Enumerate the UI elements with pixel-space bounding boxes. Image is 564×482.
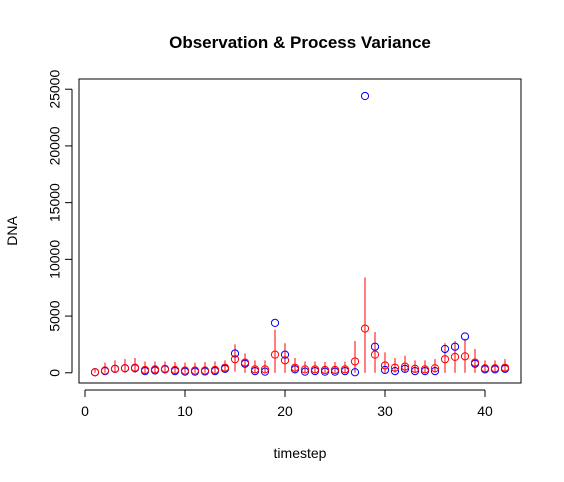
y-axis: 0 5000 10000 15000 20000 25000 xyxy=(47,70,73,377)
observed-point xyxy=(450,342,460,351)
x-tick-label: 40 xyxy=(477,403,493,419)
observed-point xyxy=(360,91,370,101)
plot-box xyxy=(78,78,522,384)
estimated-point xyxy=(420,365,430,374)
estimated-point xyxy=(500,363,510,372)
estimated-points xyxy=(90,324,510,377)
estimated-point xyxy=(370,350,380,359)
observed-point xyxy=(410,366,420,376)
estimated-point xyxy=(280,356,290,365)
observed-point xyxy=(260,367,270,376)
observed-point xyxy=(300,367,310,376)
estimated-point xyxy=(140,365,150,375)
estimated-point xyxy=(260,365,270,374)
estimated-point xyxy=(410,364,420,373)
y-tick-label: 25000 xyxy=(47,70,63,109)
estimated-point xyxy=(240,358,250,367)
estimated-point xyxy=(270,350,280,359)
estimated-point xyxy=(300,365,310,374)
observed-point xyxy=(370,342,380,351)
estimated-point xyxy=(130,363,140,372)
estimated-point xyxy=(230,355,240,364)
estimated-point xyxy=(470,358,480,367)
estimated-point xyxy=(250,365,260,374)
estimated-point xyxy=(190,366,200,375)
y-tick-label: 20000 xyxy=(47,126,63,165)
estimated-point xyxy=(90,368,100,377)
estimated-point xyxy=(170,365,180,375)
estimated-point xyxy=(200,366,210,375)
estimated-point xyxy=(320,365,330,375)
estimated-point xyxy=(220,363,230,372)
estimated-point xyxy=(350,357,360,366)
estimated-point xyxy=(310,365,320,374)
estimated-point xyxy=(360,324,370,333)
x-tick-label: 20 xyxy=(277,403,293,419)
observed-point xyxy=(380,365,390,375)
estimated-point xyxy=(180,366,190,375)
estimated-point xyxy=(340,365,350,374)
estimated-point xyxy=(450,352,460,362)
estimated-point xyxy=(100,366,110,375)
estimated-point xyxy=(120,364,130,373)
estimated-point xyxy=(110,364,120,373)
observed-point xyxy=(460,332,470,341)
estimated-point xyxy=(480,364,490,373)
observed-point xyxy=(430,366,440,376)
observed-point xyxy=(440,344,450,354)
estimated-point xyxy=(290,363,300,372)
chart-title: Observation & Process Variance xyxy=(169,33,431,52)
estimated-point xyxy=(430,364,440,373)
estimated-point xyxy=(330,365,340,375)
x-axis-label: timestep xyxy=(274,445,327,461)
y-tick-label: 5000 xyxy=(47,300,63,331)
observed-points xyxy=(90,91,510,377)
estimated-point xyxy=(380,361,390,370)
estimated-point xyxy=(440,355,450,364)
observed-point xyxy=(230,349,240,358)
x-tick-label: 30 xyxy=(377,403,393,419)
observed-point xyxy=(280,350,290,359)
estimated-point xyxy=(210,365,220,375)
y-tick-label: 0 xyxy=(47,369,63,377)
observed-point xyxy=(350,368,360,377)
estimated-point xyxy=(460,352,470,361)
observed-point xyxy=(390,366,400,376)
estimated-point xyxy=(150,365,160,374)
estimated-point xyxy=(390,363,400,372)
estimated-point xyxy=(490,364,500,373)
estimated-point xyxy=(160,364,170,373)
x-axis: 0 10 20 30 40 xyxy=(81,389,493,419)
error-bars xyxy=(94,277,506,373)
estimated-point xyxy=(400,362,410,371)
observed-point xyxy=(270,318,280,327)
y-axis-label: DNA xyxy=(4,216,20,246)
observed-point xyxy=(400,364,410,373)
x-tick-label: 10 xyxy=(177,403,193,419)
x-tick-label: 0 xyxy=(81,403,89,419)
y-tick-label: 10000 xyxy=(47,240,63,279)
y-tick-label: 15000 xyxy=(47,183,63,222)
